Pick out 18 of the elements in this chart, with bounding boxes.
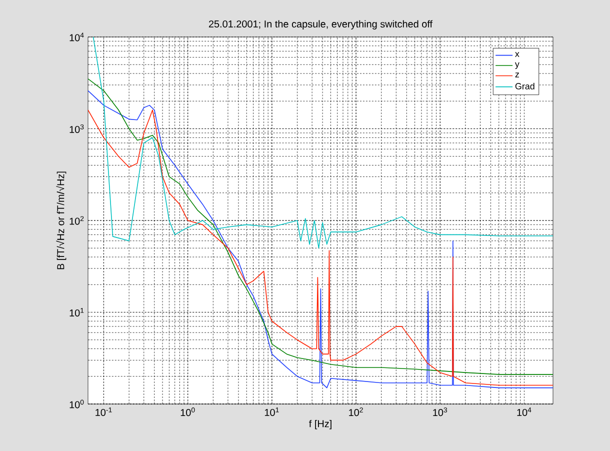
y-tick-label: 10$^{1}$: [70, 308, 84, 316]
x-tick-label: 10$^{0}$: [180, 408, 195, 416]
x-tick-label: 10$^{2}$: [349, 408, 363, 416]
y-tick-label: 10$^{3}$: [70, 124, 84, 134]
legend-label: y: [514, 62, 520, 69]
y-axis-title: B [fT/√Hz or fT/m/√Hz]: [56, 172, 66, 270]
legend-label: Grad: [515, 82, 534, 90]
chart-title: 25.01.2001; In the capsule, everything switched off: [208, 20, 433, 30]
y-tick-label: 10$^{0}$: [70, 400, 84, 408]
x-tick-label: 10$^{-1}$: [96, 408, 112, 416]
x-tick-label: 10$^{1}$: [264, 408, 279, 416]
x-tick-label: 10$^{4}$: [517, 408, 532, 416]
legend-label: z: [515, 72, 519, 78]
legend-label: x: [515, 52, 520, 57]
x-tick-label: 10$^{3}$: [433, 408, 448, 416]
y-tick-label: 10$^{4}$: [70, 32, 84, 42]
y-tick-label: 10$^{2}$: [70, 216, 84, 225]
x-axis-title: f [Hz]: [309, 420, 332, 430]
